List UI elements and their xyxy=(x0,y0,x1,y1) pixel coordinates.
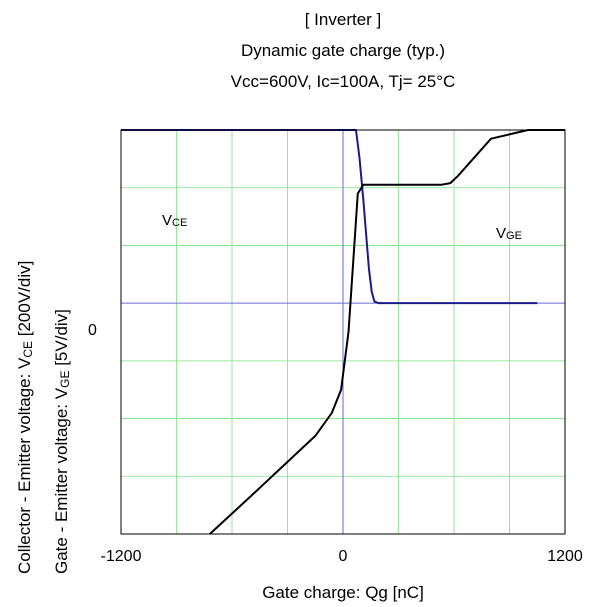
x-axis-label: Gate charge: Qg [nC] xyxy=(262,583,424,602)
series-label-vge: VGE xyxy=(496,225,522,242)
chart-title: Dynamic gate charge (typ.) xyxy=(240,41,446,60)
x-tick-label: 0 xyxy=(338,548,348,565)
chart-section-label: [ Inverter ] xyxy=(304,10,382,29)
series-label-vce: VCE xyxy=(162,212,188,229)
series-layer xyxy=(121,129,565,535)
x-tick-label: 1200 xyxy=(547,548,583,565)
chart-subtitle: Vcc=600V, Ic=100A, Tj= 25°C xyxy=(230,72,456,91)
y-tick-label: 0 xyxy=(88,322,97,339)
plot-frame xyxy=(120,129,566,535)
series-line-vge xyxy=(209,129,565,535)
y-axis-label-inner: Gate - Emitter voltage: VGE [5V/div] xyxy=(52,309,72,574)
x-tick-label: -1200 xyxy=(100,548,142,565)
y-axis-label-outer: Collector - Emitter voltage: VCE [200V/d… xyxy=(15,260,35,574)
zero-axes xyxy=(121,130,565,534)
series-line-vce xyxy=(121,129,538,305)
